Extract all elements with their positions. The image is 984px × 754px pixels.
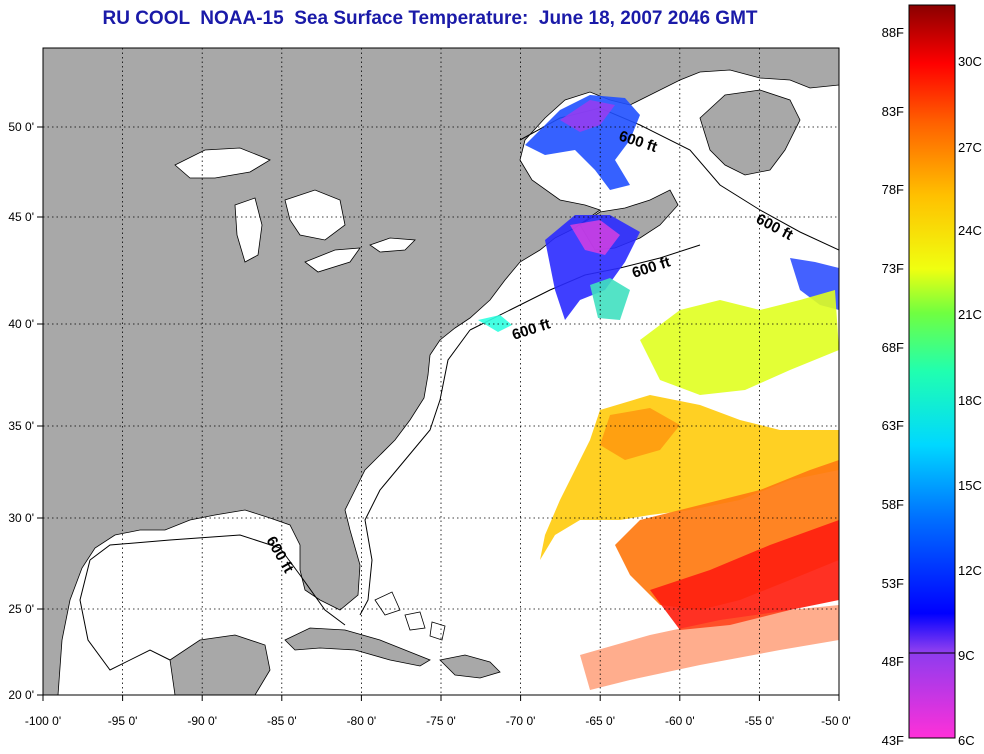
colorbar-f-label: 78F (882, 182, 904, 197)
colorbar-c-label: 6C (958, 733, 975, 748)
sst-patch-striped-swath (580, 605, 839, 690)
x-tick-label: -90 0' (187, 714, 217, 728)
sst-patch-bay-of-fundy (570, 220, 620, 255)
colorbar-c-label: 30C (958, 54, 982, 69)
y-tick-label: 50 0' (8, 120, 34, 134)
colorbar-f-label: 58F (882, 497, 904, 512)
cuba-land (284, 627, 431, 667)
colorbar-f-label: 68F (882, 340, 904, 355)
y-tick-label: 20 0' (8, 688, 34, 702)
colorbar-f-label: 48F (882, 654, 904, 669)
map-plot-area: 600 ft 600 ft 600 ft 600 ft 600 ft (43, 48, 839, 695)
colorbar-c-label: 24C (958, 223, 982, 238)
colorbar-celsius-labels: 30C 27C 24C 21C 18C 15C 12C 9C 6C (958, 54, 982, 748)
x-tick-label: -65 0' (585, 714, 615, 728)
x-tick-label: -70 0' (506, 714, 536, 728)
colorbar-f-label: 73F (882, 261, 904, 276)
temperature-colorbar: 88F 83F 78F 73F 68F 63F 58F 53F 48F 43F … (882, 4, 982, 748)
x-tick-label: -55 0' (745, 714, 775, 728)
colorbar-f-label: 88F (882, 25, 904, 40)
x-tick-label: -50 0' (821, 714, 851, 728)
y-tick-label: 45 0' (8, 210, 34, 224)
newfoundland-land (699, 89, 801, 176)
y-tick-label: 40 0' (8, 317, 34, 331)
colorbar-gradient (908, 4, 956, 739)
colorbar-c-label: 12C (958, 563, 982, 578)
y-tick-label: 35 0' (8, 419, 34, 433)
sst-patch-gulf-of-maine (545, 215, 640, 320)
colorbar-f-label: 63F (882, 418, 904, 433)
sst-patch-gulf-st-lawrence (525, 95, 640, 190)
sst-data-overlay (478, 95, 839, 690)
x-tick-label: -85 0' (267, 714, 297, 728)
sst-patch-slope-water (640, 290, 839, 395)
colorbar-f-label: 43F (882, 733, 904, 748)
colorbar-c-label: 18C (958, 393, 982, 408)
sst-patch-sargasso-south (650, 520, 839, 630)
shelf-contour-lines (79, 107, 839, 671)
colorbar-c-label: 27C (958, 140, 982, 155)
y-tick-label: 30 0' (8, 511, 34, 525)
x-tick-label: -75 0' (426, 714, 456, 728)
sst-patch-warm-core (600, 408, 680, 460)
sst-patch-st-lawrence-cold (560, 100, 615, 132)
sst-patch-nj-shelf (478, 315, 512, 332)
x-tick-label: -95 0' (108, 714, 138, 728)
colorbar-c-label: 9C (958, 648, 975, 663)
x-tick-label: -80 0' (347, 714, 377, 728)
yucatan-land (169, 634, 271, 695)
colorbar-f-label: 53F (882, 576, 904, 591)
colorbar-c-label: 15C (958, 478, 982, 493)
hispaniola-land (439, 654, 501, 679)
y-axis: 20 0' 25 0' 30 0' 35 0' 40 0' 45 0' 50 0… (8, 120, 43, 702)
colorbar-c-label: 21C (958, 307, 982, 322)
colorbar-f-label: 83F (882, 104, 904, 119)
colorbar-fahrenheit-labels: 88F 83F 78F 73F 68F 63F 58F 53F 48F 43F (882, 25, 904, 748)
great-lakes (174, 147, 416, 273)
x-tick-label: -100 0' (25, 714, 61, 728)
x-tick-label: -60 0' (665, 714, 695, 728)
y-tick-label: 25 0' (8, 602, 34, 616)
map-title: RU COOL NOAA-15 Sea Surface Temperature:… (102, 8, 758, 29)
x-axis: -100 0' -95 0' -90 0' -85 0' -80 0' -75 … (25, 695, 851, 728)
